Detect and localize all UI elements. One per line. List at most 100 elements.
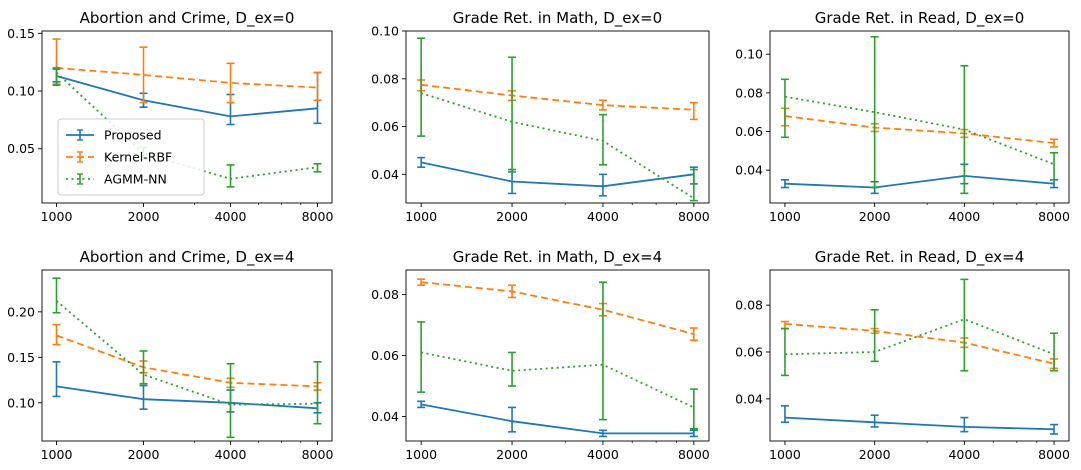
series-line (420, 161, 694, 188)
series-line (55, 300, 318, 406)
series-line (784, 95, 1055, 166)
x-tick-label: 4000 (948, 209, 980, 224)
y-tick-label: 0.10 (371, 24, 399, 39)
x-tick-label: 1000 (41, 209, 73, 224)
axes-frame (405, 30, 710, 204)
chart-title: Grade Ret. in Read, D_ex=0 (815, 9, 1025, 28)
chart-panel-4: Abortion and Crime, D_ex=4 0.10 0.15 0.20 10… (7, 248, 333, 462)
chart-title: Abortion and Crime, D_ex=4 (80, 248, 295, 267)
series-kernel-rbf (780, 107, 1059, 148)
x-tick-label: 8000 (302, 447, 334, 462)
series-line (420, 83, 694, 111)
legend-label: Kernel-RBF (104, 150, 172, 165)
y-tick-label: 0.04 (371, 167, 399, 182)
series-kernel-rbf (417, 79, 698, 121)
x-tick-label: 8000 (678, 209, 710, 224)
series-line (784, 174, 1055, 189)
x-tick-label: 4000 (215, 209, 247, 224)
x-tick-label: 8000 (1038, 447, 1070, 462)
series-agmm-nn (417, 281, 698, 430)
series-line (420, 92, 695, 199)
axes-frame (405, 269, 710, 442)
series-agmm-nn (780, 278, 1059, 377)
series-line (784, 318, 1055, 356)
series-agmm-nn (780, 35, 1059, 195)
series-proposed (780, 163, 1059, 195)
series-proposed (52, 68, 322, 126)
y-tick-label: 0.15 (7, 350, 35, 365)
y-tick-label: 0.04 (735, 391, 763, 406)
series-line (56, 334, 318, 388)
series-proposed (417, 156, 698, 197)
series-line (56, 385, 318, 410)
x-tick-label: 4000 (948, 447, 980, 462)
chart-title: Grade Ret. in Read, D_ex=4 (815, 248, 1025, 267)
series-line (420, 403, 694, 435)
series-kernel-rbf (52, 38, 322, 104)
chart-panel-6: Grade Ret. in Read, D_ex=4 0.04 0.06 0.08 10… (735, 248, 1070, 462)
series-proposed (52, 361, 322, 414)
axes-frame (41, 30, 333, 204)
series-agmm-nn (417, 37, 698, 202)
series-kernel-rbf (780, 320, 1059, 370)
x-tick-label: 2000 (859, 209, 891, 224)
y-tick-label: 0.08 (735, 85, 763, 100)
x-tick-label: 2000 (128, 447, 160, 462)
chart-title: Abortion and Crime, D_ex=0 (80, 9, 295, 28)
x-tick-label: 4000 (587, 447, 619, 462)
series-proposed (780, 405, 1059, 435)
axes-frame (769, 30, 1070, 204)
series-line (784, 416, 1055, 431)
y-tick-label: 0.08 (371, 71, 399, 86)
y-tick-label: 0.20 (7, 304, 35, 319)
y-tick-label: 0.06 (735, 344, 763, 359)
x-tick-label: 8000 (1038, 209, 1070, 224)
y-tick-label: 0.06 (735, 124, 763, 139)
series-line (421, 281, 695, 335)
x-tick-label: 1000 (41, 447, 73, 462)
legend-label: AGMM-NN (104, 172, 167, 187)
x-tick-label: 1000 (405, 209, 437, 224)
y-tick-label: 0.10 (7, 395, 35, 410)
chart-title: Grade Ret. in Math, D_ex=0 (453, 9, 662, 28)
x-tick-label: 8000 (302, 209, 334, 224)
y-tick-label: 0.06 (371, 119, 399, 134)
x-tick-label: 2000 (496, 209, 528, 224)
series-proposed (417, 400, 698, 438)
y-tick-label: 0.10 (735, 47, 763, 62)
series-line (56, 75, 318, 118)
chart-title: Grade Ret. in Math, D_ex=4 (453, 248, 662, 267)
chart-panel-2: Grade Ret. in Math, D_ex=0 0.04 0.06 0.08 0.… (371, 9, 710, 224)
y-tick-label: 0.06 (371, 348, 399, 363)
legend-box (57, 118, 205, 196)
axes-frame (41, 269, 333, 442)
y-tick-label: 0.05 (7, 141, 35, 156)
y-tick-label: 0.10 (7, 84, 35, 99)
chart-panel-1: Abortion and Crime, D_ex=0 0.05 0.10 0.15 10… (7, 9, 333, 224)
x-tick-label: 2000 (128, 209, 160, 224)
chart-panel-3: Grade Ret. in Read, D_ex=0 0.04 0.06 0.08 0.… (735, 9, 1070, 224)
y-tick-label: 0.08 (735, 298, 763, 313)
chart-panel-5: Grade Ret. in Math, D_ex=4 0.04 0.06 0.08 10… (371, 248, 710, 462)
legend: Proposed Kernel-RBF AGMM-NN (57, 118, 205, 196)
series-line (784, 115, 1055, 144)
x-tick-label: 2000 (496, 447, 528, 462)
x-tick-label: 8000 (678, 447, 710, 462)
y-tick-label: 0.15 (7, 26, 35, 41)
series-line (55, 71, 318, 180)
y-tick-label: 0.04 (371, 409, 399, 424)
series-line (784, 323, 1055, 365)
legend-label: Proposed (104, 128, 162, 143)
series-kernel-rbf (52, 323, 322, 391)
series-line (56, 67, 318, 89)
x-tick-label: 1000 (405, 447, 437, 462)
x-tick-label: 4000 (215, 447, 247, 462)
x-tick-label: 4000 (587, 209, 619, 224)
series-agmm-nn (52, 277, 322, 439)
x-tick-label: 1000 (769, 447, 801, 462)
axes-frame (769, 269, 1070, 442)
series-kernel-rbf (417, 278, 698, 342)
series-line (420, 351, 695, 409)
y-tick-label: 0.08 (371, 287, 399, 302)
